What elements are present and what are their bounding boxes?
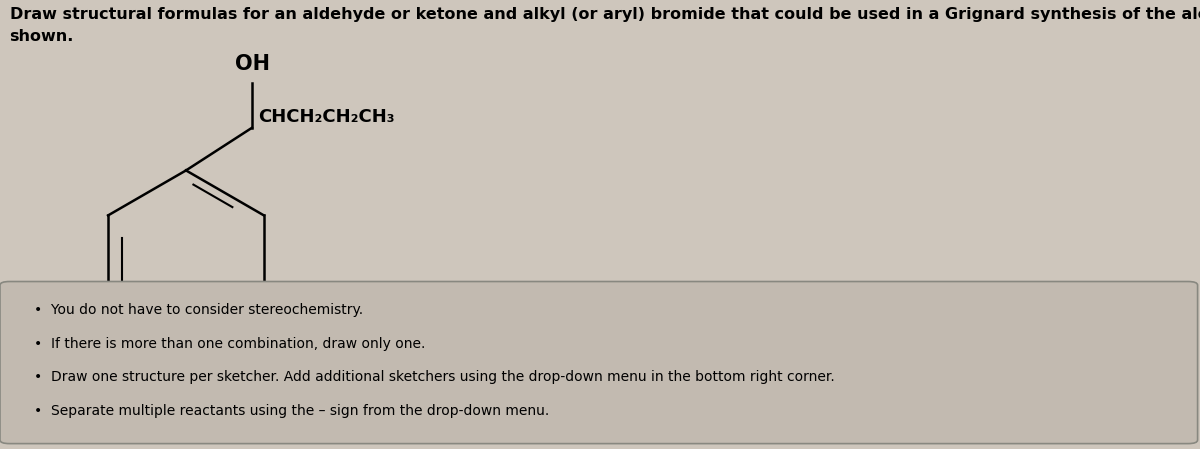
Text: CHCH₂CH₂CH₃: CHCH₂CH₂CH₃ <box>258 107 395 126</box>
Text: Draw structural formulas for an aldehyde or ketone and alkyl (or aryl) bromide t: Draw structural formulas for an aldehyde… <box>10 7 1200 22</box>
Text: •  If there is more than one combination, draw only one.: • If there is more than one combination,… <box>34 337 425 351</box>
Text: shown.: shown. <box>10 29 74 44</box>
Text: •  Draw one structure per sketcher. Add additional sketchers using the drop-down: • Draw one structure per sketcher. Add a… <box>34 370 834 384</box>
Text: OH: OH <box>234 54 270 74</box>
Text: •  Separate multiple reactants using the – sign from the drop-down menu.: • Separate multiple reactants using the … <box>34 404 548 418</box>
FancyBboxPatch shape <box>0 282 1198 444</box>
Text: •  You do not have to consider stereochemistry.: • You do not have to consider stereochem… <box>34 303 362 317</box>
